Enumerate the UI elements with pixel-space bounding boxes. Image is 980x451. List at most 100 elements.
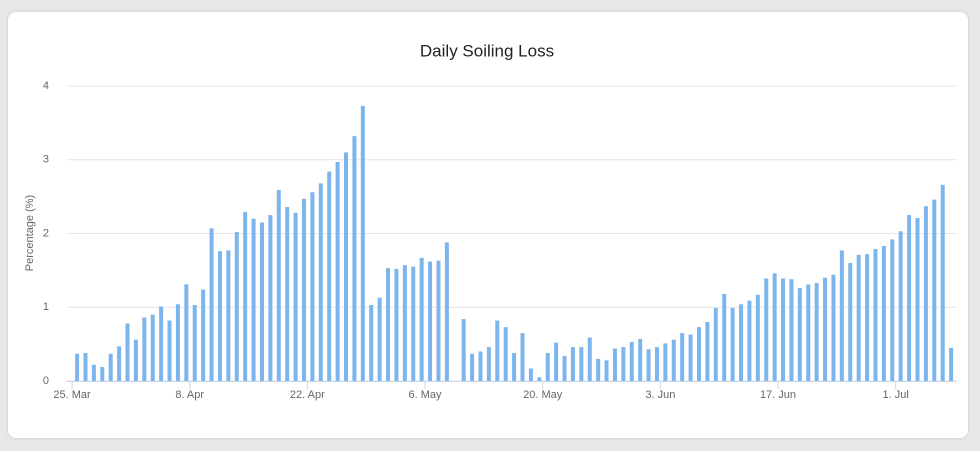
bar — [570, 347, 575, 381]
bar — [730, 307, 735, 381]
bar — [310, 192, 315, 381]
bar — [596, 358, 601, 381]
bar — [881, 246, 886, 381]
bar — [360, 105, 365, 381]
bar — [184, 284, 189, 381]
x-tick-label: 6. May — [409, 389, 443, 401]
bar — [545, 352, 550, 381]
bar — [856, 254, 861, 381]
bar — [831, 274, 836, 381]
bar — [722, 293, 727, 381]
bar — [772, 273, 777, 381]
bar — [259, 222, 264, 381]
bar — [696, 327, 701, 381]
bar — [444, 242, 449, 381]
bar — [150, 314, 155, 381]
bar — [747, 300, 752, 381]
bar — [192, 305, 197, 381]
bar — [268, 215, 273, 381]
bar — [629, 341, 634, 381]
bar — [386, 268, 391, 381]
bar — [209, 228, 214, 381]
bar — [587, 337, 592, 381]
bar — [949, 347, 954, 381]
bar — [739, 304, 744, 381]
bar — [915, 218, 920, 381]
bar — [781, 278, 786, 381]
y-tick-label: 2 — [43, 227, 49, 239]
bar — [848, 263, 853, 381]
bar — [133, 339, 138, 381]
bar — [612, 348, 617, 381]
bar — [461, 319, 466, 381]
bar — [201, 289, 206, 381]
x-tick-label: 17. Jun — [760, 389, 796, 401]
bar — [579, 347, 584, 381]
bar — [486, 347, 491, 381]
bar — [117, 346, 122, 381]
y-tick-label: 1 — [43, 301, 49, 313]
bar — [377, 297, 382, 381]
bar — [470, 353, 475, 381]
bar — [167, 320, 172, 381]
bar — [839, 250, 844, 381]
bar — [621, 347, 626, 381]
bar — [478, 351, 483, 381]
bar — [226, 250, 231, 381]
bar — [91, 364, 96, 381]
bar — [159, 306, 164, 381]
bar — [890, 239, 895, 381]
bar — [108, 353, 113, 381]
bar — [528, 368, 533, 381]
bar — [83, 352, 88, 381]
bar — [654, 347, 659, 381]
bar — [671, 339, 676, 381]
bar — [327, 171, 332, 381]
bar — [75, 353, 80, 381]
bar — [646, 349, 651, 381]
bar — [243, 212, 248, 381]
bar — [125, 323, 130, 381]
bar — [369, 305, 374, 381]
bar — [100, 366, 105, 381]
bar — [865, 254, 870, 381]
bar — [713, 307, 718, 381]
bar — [705, 322, 710, 381]
bar — [663, 343, 668, 381]
bar — [789, 279, 794, 381]
bar — [898, 231, 903, 381]
bar — [217, 251, 222, 381]
bar — [175, 304, 180, 381]
bar — [495, 320, 500, 381]
bar — [873, 248, 878, 381]
bar — [688, 334, 693, 381]
bar — [344, 152, 349, 381]
bar — [923, 206, 928, 381]
y-axis-label: Percentage (%) — [24, 195, 36, 271]
bar — [428, 261, 433, 381]
bar — [411, 266, 416, 381]
bar — [436, 260, 441, 381]
bar — [604, 360, 609, 381]
bar — [940, 184, 945, 381]
bar — [755, 294, 760, 381]
bar — [932, 199, 937, 381]
bar — [554, 342, 559, 381]
bar — [797, 288, 802, 381]
bar — [301, 198, 306, 381]
bar — [285, 206, 290, 381]
x-tick-label: 8. Apr — [175, 389, 204, 401]
bar — [806, 284, 811, 381]
bar — [293, 212, 298, 381]
x-tick-label: 20. May — [523, 389, 563, 401]
x-tick-label: 1. Jul — [883, 389, 909, 401]
chart-title: Daily Soiling Loss — [420, 41, 554, 60]
bar — [512, 352, 517, 381]
bar — [142, 317, 147, 381]
bar — [823, 277, 828, 381]
x-tick-label: 22. Apr — [290, 389, 325, 401]
bar — [562, 355, 567, 381]
bar — [520, 333, 525, 381]
bar — [680, 333, 685, 381]
